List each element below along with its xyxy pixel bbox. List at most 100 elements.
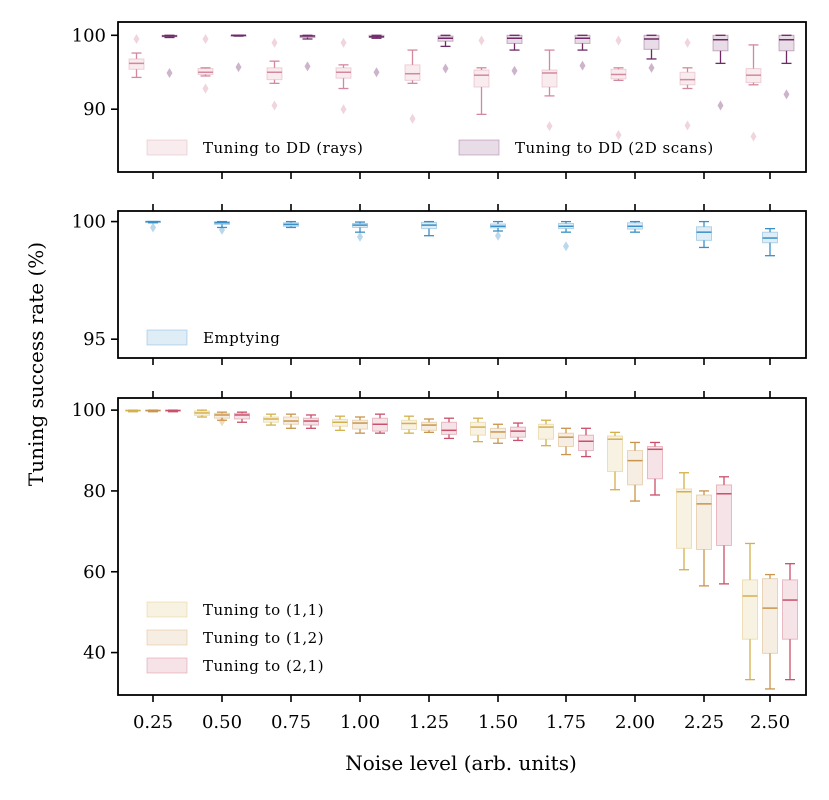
legend-tuning: Tuning to (1,1) Tuning to (1,2) Tuning to … xyxy=(146,601,324,675)
legend-label: Tuning to (1,1) xyxy=(203,601,324,619)
box-emptying-1.00 xyxy=(352,221,368,242)
box-t11-1.75 xyxy=(538,419,554,447)
box-body xyxy=(712,34,729,52)
panel-marks-tuning xyxy=(125,409,798,690)
legend-item-rays: Tuning to DD (rays) xyxy=(146,139,363,157)
plot-frame xyxy=(117,397,807,696)
box-rays-2.50 xyxy=(745,44,762,142)
box-t12-1.00 xyxy=(352,416,368,434)
box-scans-0.75 xyxy=(299,34,316,72)
box-t11-0.50 xyxy=(194,409,210,418)
legend-item-t11: Tuning to (1,1) xyxy=(146,601,324,619)
x-tick-label: 0.25 xyxy=(133,712,173,733)
box-body xyxy=(266,67,283,81)
legend-empty: Emptying xyxy=(146,329,280,347)
y-tick-label: 100 xyxy=(72,400,106,421)
legend-swatch xyxy=(146,629,188,646)
box-body xyxy=(510,426,526,438)
box-t21-0.75 xyxy=(303,414,319,429)
outlier-marker xyxy=(563,241,569,252)
panel-marks-dd xyxy=(128,33,795,142)
x-tick-label: 0.75 xyxy=(271,712,311,733)
box-body xyxy=(578,434,594,452)
y-tick-label: 90 xyxy=(83,99,106,120)
chart-panels: 90 100 Tuning to DD (rays) Tuning to DD (2D… xyxy=(72,21,807,733)
box-t11-1.50 xyxy=(470,417,486,443)
box-rays-2.00 xyxy=(610,35,627,141)
box-emptying-0.75 xyxy=(283,220,299,229)
outlier-marker xyxy=(442,63,449,74)
box-body xyxy=(679,71,696,86)
box-emptying-2.00 xyxy=(627,220,643,233)
box-body xyxy=(506,34,523,44)
box-rays-2.25 xyxy=(679,37,696,131)
series-t11 xyxy=(125,409,758,681)
y-tick-label: 40 xyxy=(83,643,106,664)
outlier-marker xyxy=(546,121,553,132)
outlier-marker xyxy=(373,67,380,78)
box-t12-2.50 xyxy=(762,573,778,690)
outlier-marker xyxy=(495,230,501,241)
legend-item-t21: Tuning to (2,1) xyxy=(146,657,324,675)
outlier-marker xyxy=(150,222,156,233)
outlier-marker xyxy=(235,62,242,73)
box-t11-1.25 xyxy=(401,415,417,434)
outlier-marker xyxy=(304,61,311,72)
outlier-marker xyxy=(202,83,209,94)
box-t12-0.25 xyxy=(145,409,161,413)
x-tick-label: 1.50 xyxy=(478,712,518,733)
legend-item-scans: Tuning to DD (2D scans) xyxy=(458,139,713,157)
box-t12-0.50 xyxy=(214,411,230,427)
box-emptying-1.25 xyxy=(421,220,437,237)
box-emptying-2.25 xyxy=(696,220,712,249)
box-body xyxy=(676,488,692,549)
box-body xyxy=(574,34,591,44)
box-scans-1.75 xyxy=(574,34,591,71)
box-t11-0.25 xyxy=(125,409,141,413)
box-emptying-2.50 xyxy=(762,227,778,257)
box-t12-2.00 xyxy=(627,441,643,502)
box-scans-0.25 xyxy=(161,34,178,78)
panel-tuning: 40 60 80 100 0.25 0.50 0.75 1.00 1.25 1.50 1.75 2.0… xyxy=(72,391,807,733)
outlier-marker xyxy=(271,37,278,48)
box-body xyxy=(782,579,798,640)
legend-swatch xyxy=(458,139,500,156)
box-body xyxy=(473,69,490,88)
outlier-marker xyxy=(783,89,790,100)
box-scans-1.25 xyxy=(437,34,454,74)
box-body xyxy=(401,419,417,431)
legend-label: Tuning to (2,1) xyxy=(203,657,324,675)
plot-frame xyxy=(117,210,807,359)
legend-item-emptying: Emptying xyxy=(146,329,280,347)
outlier-marker xyxy=(133,33,140,44)
box-t11-2.50 xyxy=(742,542,758,681)
box-body xyxy=(607,435,623,473)
outlier-marker xyxy=(357,231,363,242)
box-rays-0.50 xyxy=(197,33,214,94)
y-axis-title: Tuning success rate (%) xyxy=(24,242,48,486)
outlier-marker xyxy=(340,104,347,115)
box-t21-1.75 xyxy=(578,427,594,458)
box-body xyxy=(490,427,506,439)
box-t11-2.00 xyxy=(607,431,623,491)
box-rays-0.75 xyxy=(266,37,283,111)
legend-swatch xyxy=(146,329,188,346)
box-t11-1.00 xyxy=(332,415,348,431)
outlier-marker xyxy=(684,37,691,48)
box-emptying-1.75 xyxy=(558,220,574,252)
box-scans-0.50 xyxy=(230,34,247,73)
y-tick-label: 95 xyxy=(83,329,106,350)
box-body xyxy=(762,578,778,654)
box-body xyxy=(742,579,758,640)
x-tick-label: 2.50 xyxy=(750,712,790,733)
series-rays xyxy=(128,33,762,142)
outlier-marker xyxy=(166,67,173,78)
box-body xyxy=(696,226,712,241)
box-body xyxy=(404,64,421,81)
box-t12-0.75 xyxy=(283,413,299,429)
legend-swatch xyxy=(146,657,188,674)
panel-empty: 95 100 Emptying xyxy=(72,204,807,365)
outlier-marker xyxy=(511,65,518,76)
box-t21-1.00 xyxy=(372,413,388,434)
outlier-marker xyxy=(271,100,278,111)
